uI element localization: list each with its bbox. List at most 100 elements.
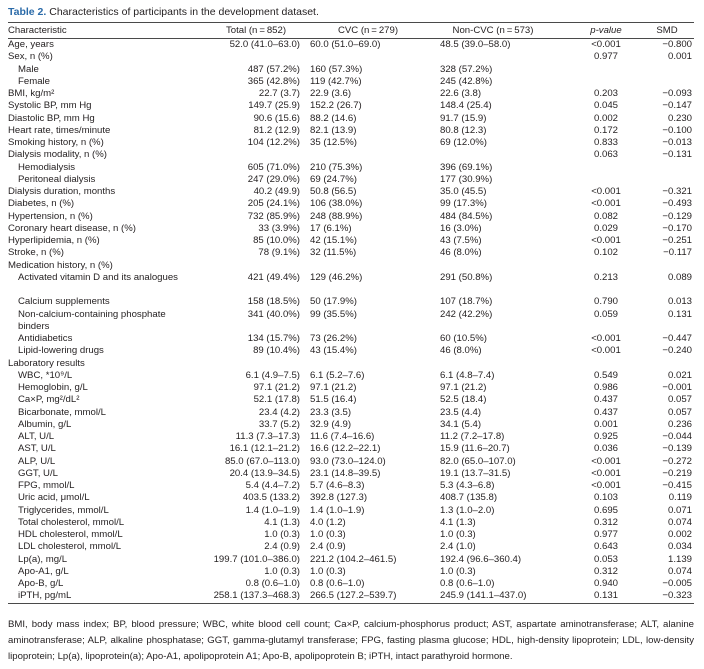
cell-total: 1.4 (1.0–1.9) <box>245 504 300 516</box>
table-row: FPG, mmol/L 5.4 (4.4–7.2) 5.7 (4.6–8.3) 5.3… <box>8 480 694 492</box>
cell-smd: 0.131 <box>667 308 692 320</box>
cell-smd: −0.139 <box>662 443 692 455</box>
row-label: Activated vitamin D and its analogues <box>18 271 178 283</box>
row-label: GGT, U/L <box>18 467 58 479</box>
table-row: Lp(a), mg/L 199.7 (101.0–386.0) 221.2 (104… <box>8 554 694 566</box>
cell-non-cvc: 192.4 (96.6–360.4) <box>440 553 522 565</box>
cell-smd: −0.013 <box>662 137 692 148</box>
cell-cvc: 248 (88.9%) <box>310 210 363 222</box>
cell-non-cvc: 396 (69.1%) <box>440 161 493 173</box>
cell-cvc: 93.0 (73.0–124.0) <box>310 455 386 467</box>
cell-p-value: 0.833 <box>593 137 618 148</box>
cell-total: 247 (29.0%) <box>247 173 300 185</box>
table-row: Heart rate, times/minute 81.2 (12.9) 82.1 … <box>8 125 694 137</box>
table-row: Sex, n (%) 0.977 0.001 <box>8 51 694 63</box>
table-row: iPTH, pg/mL 258.1 (137.3–468.3) 266.5 (127… <box>8 590 694 602</box>
cell-p-value: 0.940 <box>593 578 618 589</box>
table-row: Medication history, n (%) <box>8 260 694 272</box>
cell-cvc: 160 (57.3%) <box>310 63 363 75</box>
cell-cvc: 73 (26.2%) <box>310 333 357 344</box>
cell-smd: 0.001 <box>667 51 692 63</box>
row-label: Apo-A1, g/L <box>18 565 69 577</box>
cell-non-cvc: 242 (42.2%) <box>440 308 493 320</box>
table-row: Dialysis duration, months 40.2 (49.9) 50.8… <box>8 186 694 198</box>
row-label: Hyperlipidemia, n (%) <box>8 235 100 246</box>
cell-smd: −0.147 <box>662 100 692 112</box>
row-label: Ca×P, mg²/dL² <box>18 394 80 406</box>
cell-non-cvc: 16 (3.0%) <box>440 222 482 234</box>
table-row: Apo-B, g/L 0.8 (0.6–1.0) 0.8 (0.6–1.0) 0.8 … <box>8 578 694 590</box>
table-row: LDL cholesterol, mmol/L 2.4 (0.9) 2.4 (0.9… <box>8 541 694 553</box>
cell-cvc: 60.0 (51.0–69.0) <box>310 39 381 50</box>
row-label: Lipid-lowering drugs <box>18 345 104 357</box>
row-label: Dialysis duration, months <box>8 186 116 197</box>
cell-non-cvc: 35.0 (45.5) <box>440 186 487 197</box>
cell-non-cvc: 11.2 (7.2–17.8) <box>440 431 505 442</box>
cell-p-value: 0.203 <box>593 88 618 99</box>
row-label: Smoking history, n (%) <box>8 137 104 148</box>
table-row: Stroke, n (%) 78 (9.1%) 32 (11.5%) 46 (8.0%… <box>8 247 694 259</box>
cell-cvc: 210 (75.3%) <box>310 161 363 173</box>
table-row: Hemodialysis 605 (71.0%) 210 (75.3%) 396 (6… <box>8 162 694 174</box>
cell-p-value: 0.053 <box>593 553 618 565</box>
cell-non-cvc: 408.7 (135.8) <box>440 492 498 504</box>
cell-total: 0.8 (0.6–1.0) <box>245 578 300 589</box>
cell-total: 104 (12.2%) <box>247 137 300 148</box>
row-label: Coronary heart disease, n (%) <box>8 222 136 234</box>
row-label: Hypertension, n (%) <box>8 210 93 222</box>
cell-non-cvc: 23.5 (4.4) <box>440 406 482 418</box>
cell-non-cvc: 19.1 (13.7–31.5) <box>440 467 511 479</box>
cell-p-value: 0.082 <box>593 210 618 222</box>
table-footnote: BMI, body mass index; BP, blood pressure… <box>8 619 694 662</box>
cell-smd: −0.240 <box>662 345 692 357</box>
cell-p-value: 0.036 <box>593 443 618 455</box>
row-label: Heart rate, times/minute <box>8 124 111 136</box>
cell-cvc: 42 (15.1%) <box>310 235 357 246</box>
cell-non-cvc: 5.3 (4.3–6.8) <box>440 480 495 491</box>
cell-total: 2.4 (0.9) <box>264 541 300 553</box>
row-label: FPG, mmol/L <box>18 480 75 491</box>
cell-non-cvc: 2.4 (1.0) <box>440 541 476 553</box>
cell-cvc: 221.2 (104.2–461.5) <box>310 553 397 565</box>
cell-p-value: 0.986 <box>593 382 618 393</box>
cell-smd: −0.493 <box>662 198 692 210</box>
row-label: Sex, n (%) <box>8 51 53 63</box>
cell-smd: 0.021 <box>667 369 692 381</box>
cell-smd: 0.230 <box>667 112 692 124</box>
header-smd: SMD <box>656 25 678 36</box>
cell-total: 5.4 (4.4–7.2) <box>245 480 300 491</box>
cell-total: 258.1 (137.3–468.3) <box>213 590 300 602</box>
characteristics-table: Characteristic Total (n = 852) CVC (n = … <box>8 22 694 604</box>
cell-p-value: 0.001 <box>593 418 618 430</box>
cell-non-cvc: 99 (17.3%) <box>440 198 487 210</box>
cell-non-cvc: 46 (8.0%) <box>440 247 482 259</box>
table-row: Non-calcium-containing phosphate binders… <box>8 309 694 334</box>
cell-total: 134 (15.7%) <box>247 333 300 344</box>
cell-cvc: 50 (17.9%) <box>310 296 357 308</box>
cell-total: 6.1 (4.9–7.5) <box>245 369 300 381</box>
cell-p-value: 0.925 <box>593 431 618 442</box>
cell-p-value: <0.001 <box>591 345 621 357</box>
cell-non-cvc: 60 (10.5%) <box>440 333 487 344</box>
row-label: Hemoglobin, g/L <box>18 382 88 393</box>
cell-total: 16.1 (12.1–21.2) <box>229 443 300 455</box>
table-header-rule <box>8 38 694 39</box>
cell-non-cvc: 91.7 (15.9) <box>440 112 487 124</box>
cell-total: 90.6 (15.6) <box>253 112 300 124</box>
cell-cvc: 51.5 (16.4) <box>310 394 357 406</box>
row-label: Dialysis modality, n (%) <box>8 149 107 161</box>
cell-total: 33 (3.9%) <box>258 222 300 234</box>
cell-p-value: 0.437 <box>593 394 618 406</box>
table-row: Uric acid, μmol/L 403.5 (133.2) 392.8 (127… <box>8 492 694 504</box>
cell-p-value: 0.643 <box>593 541 618 553</box>
row-label: Peritoneal dialysis <box>18 173 96 185</box>
cell-smd: 0.089 <box>667 271 692 283</box>
table-row: Triglycerides, mmol/L 1.4 (1.0–1.9) 1.4 (1… <box>8 505 694 517</box>
cell-smd: −0.415 <box>662 480 692 491</box>
cell-p-value: <0.001 <box>591 333 621 344</box>
cell-smd: 0.057 <box>667 394 692 406</box>
row-label: Apo-B, g/L <box>18 578 64 589</box>
table-row: Bicarbonate, mmol/L 23.4 (4.2) 23.3 (3.5) 2… <box>8 407 694 419</box>
cell-smd: −0.323 <box>662 590 692 602</box>
cell-smd: −0.100 <box>662 124 692 136</box>
